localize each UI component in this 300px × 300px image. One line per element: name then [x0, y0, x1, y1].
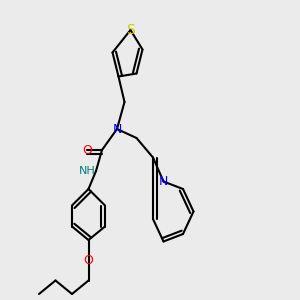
Text: N: N — [112, 122, 122, 136]
Text: S: S — [126, 23, 135, 37]
Text: NH: NH — [79, 166, 96, 176]
Text: O: O — [84, 254, 93, 268]
Text: N: N — [159, 175, 168, 188]
Text: O: O — [82, 143, 92, 157]
